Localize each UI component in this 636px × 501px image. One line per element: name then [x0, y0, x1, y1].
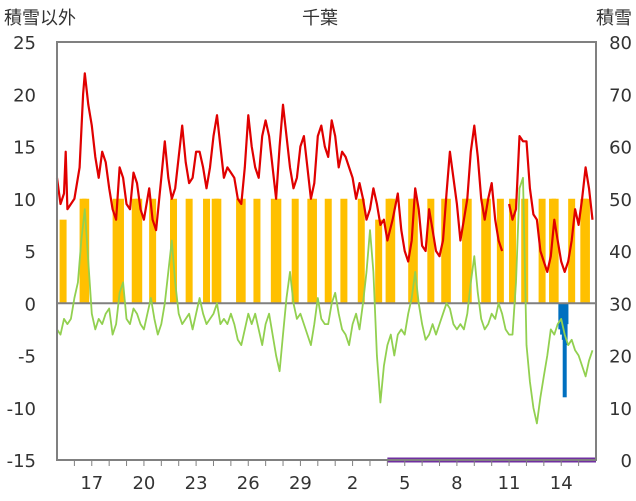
left-y-tick-label: 0 [25, 294, 36, 315]
min-temperature-line [56, 176, 594, 425]
sunshine-bar [443, 198, 451, 304]
sunshine-bar [538, 198, 546, 304]
x-tick-label: 14 [550, 473, 573, 494]
right-y-tick-label: 20 [609, 347, 632, 368]
left-axis-title: 積雪以外 [4, 8, 76, 29]
x-tick-label: 17 [80, 473, 103, 494]
sunshine-bar [324, 198, 332, 304]
x-tick-label: 20 [132, 473, 155, 494]
sunshine-bar [112, 198, 120, 304]
right-y-tick-label: 60 [609, 138, 632, 159]
sunshine-bar [274, 198, 282, 304]
sunshine-bar [410, 198, 418, 304]
x-tick-label: 8 [451, 473, 462, 494]
sunshine-bar [388, 198, 396, 304]
x-tick-label: 26 [237, 473, 260, 494]
sunshine-bar [116, 198, 124, 304]
left-y-tick-label: 20 [13, 85, 36, 106]
sunshine-bar [203, 198, 211, 304]
right-y-tick-label: 10 [609, 399, 632, 420]
snow-depth-bars [558, 303, 569, 398]
x-tick-label: 29 [289, 473, 312, 494]
snow-bar [564, 303, 569, 325]
left-y-ticks: 25 20 15 10 5 0 -5 -10 -15 [7, 33, 36, 472]
right-y-tick-label: 40 [609, 242, 632, 263]
left-y-tick-label: 5 [25, 242, 36, 263]
right-y-tick-label: 70 [609, 85, 632, 106]
max-temperature-line [508, 135, 594, 273]
sunshine-bar [291, 198, 299, 304]
right-y-tick-label: 80 [609, 33, 632, 54]
x-tick-label: 11 [498, 473, 521, 494]
sunshine-bar [340, 198, 348, 304]
sunshine-bar [59, 219, 67, 304]
right-y-tick-label: 30 [609, 294, 632, 315]
sunshine-bar [496, 198, 504, 304]
x-tick-label: 5 [399, 473, 410, 494]
sunshine-bar [214, 198, 222, 304]
right-axis-title: 積雪 [596, 8, 632, 29]
sunshine-bar [483, 198, 491, 304]
sunshine-bar [582, 198, 590, 304]
sunshine-bar [309, 198, 317, 304]
temperature-lines [55, 72, 594, 425]
sunshine-bar [238, 198, 246, 304]
sunshine-bar [551, 198, 559, 304]
left-y-tick-label: 15 [13, 138, 36, 159]
sunshine-bar [149, 198, 157, 304]
x-tick-label: 23 [185, 473, 208, 494]
left-y-tick-label: 25 [13, 33, 36, 54]
sunshine-bar [82, 198, 90, 304]
right-y-tick-label: 50 [609, 190, 632, 211]
left-y-tick-label: -5 [18, 347, 36, 368]
chart-title: 千葉 [302, 8, 338, 29]
sunshine-bar [427, 198, 435, 304]
sunshine-bar [375, 219, 383, 304]
sunshine-bar [185, 198, 193, 304]
left-y-tick-label: -15 [7, 451, 36, 472]
sunshine-bar [568, 198, 576, 304]
sunshine-bar [253, 198, 261, 304]
left-y-tick-label: 10 [13, 190, 36, 211]
snow-bar [562, 303, 567, 398]
max-temperature-line [55, 72, 504, 263]
right-y-ticks: 80 70 60 50 40 30 20 10 0 [609, 33, 632, 472]
x-tick-label: 2 [347, 473, 358, 494]
sunshine-bar [464, 198, 472, 304]
plot-frame [56, 41, 597, 461]
right-y-tick-label: 0 [621, 451, 632, 472]
x-ticks: 17 20 23 26 29 2 5 8 11 14 [73, 460, 580, 494]
sunshine-bar [357, 198, 365, 304]
left-y-tick-label: -10 [7, 399, 36, 420]
sunshine-bar [509, 198, 517, 304]
sunshine-bar [135, 198, 143, 304]
